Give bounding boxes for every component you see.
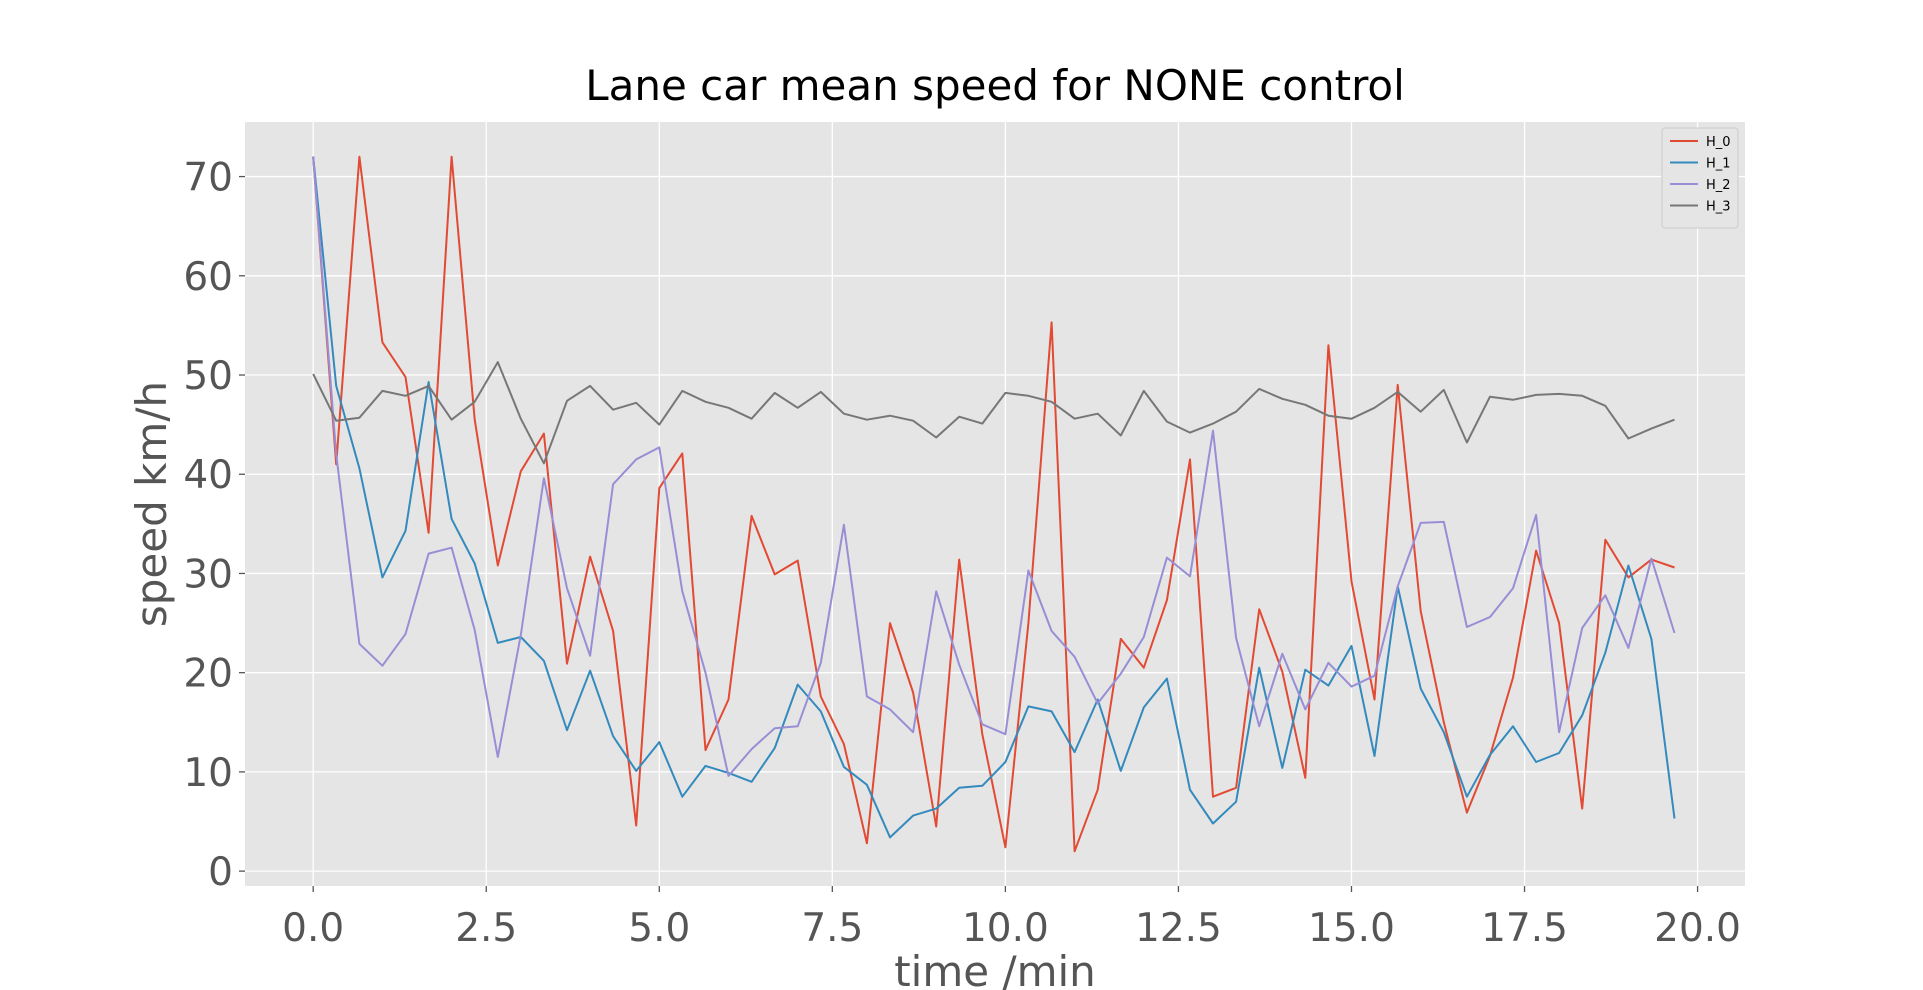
x-tick-label: 17.5 — [1481, 906, 1568, 951]
y-tick-label: 20 — [183, 652, 233, 697]
x-tick-label: 0.0 — [282, 906, 344, 951]
y-tick-label: 40 — [183, 453, 233, 498]
x-tick-label: 20.0 — [1654, 906, 1741, 951]
x-axis-label: time /min — [894, 947, 1096, 990]
x-tick-label: 15.0 — [1308, 906, 1395, 951]
y-tick-label: 60 — [183, 255, 233, 300]
y-axis-label: speed km/h — [127, 381, 176, 627]
y-tick-label: 10 — [183, 751, 233, 796]
x-tick-label: 10.0 — [962, 906, 1049, 951]
legend: H_0 H_1 H_2 H_3 — [1661, 127, 1739, 229]
series-line-h-0 — [312, 155, 1675, 853]
series-line-h-1 — [312, 156, 1676, 839]
axis-ticks: 0.0 2.5 5.0 7.5 10.0 12.5 15.0 17.5 20.0 0 10 20 30 4… — [183, 156, 1741, 951]
chart-title: Lane car mean speed for NONE control — [585, 61, 1405, 110]
y-tick-label: 50 — [183, 354, 233, 399]
x-tick-label: 2.5 — [455, 906, 517, 951]
y-tick-label: 30 — [183, 552, 233, 597]
x-tick-label: 5.0 — [628, 906, 690, 951]
legend-label-h-3: H_3 — [1706, 200, 1731, 215]
x-tick-label: 7.5 — [801, 906, 863, 951]
plot-area — [245, 122, 1745, 886]
legend-box — [1661, 127, 1739, 229]
legend-label-h-2: H_2 — [1706, 178, 1731, 193]
legend-label-h-0: H_0 — [1706, 135, 1731, 150]
legend-label-h-1: H_1 — [1706, 157, 1731, 172]
series-line-h-3 — [312, 361, 1675, 465]
x-tick-label: 12.5 — [1135, 906, 1222, 951]
series-lines — [312, 155, 1676, 853]
series-line-h-2 — [312, 156, 1676, 777]
y-tick-label: 70 — [183, 156, 233, 201]
y-tick-label: 0 — [208, 850, 233, 895]
